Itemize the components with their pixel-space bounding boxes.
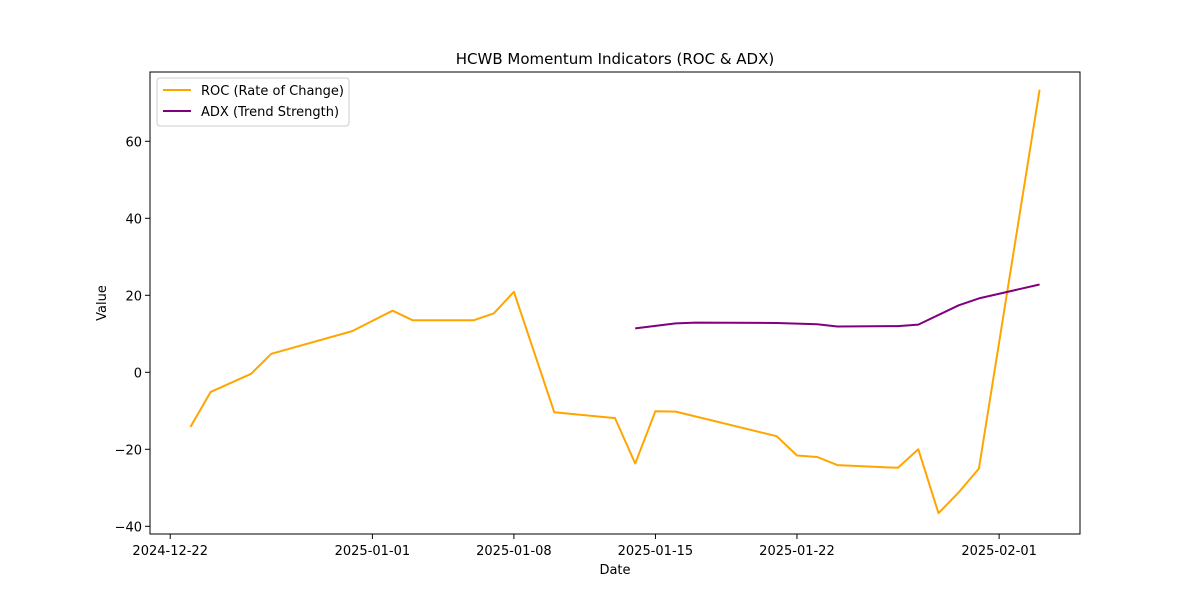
chart-title: HCWB Momentum Indicators (ROC & ADX) <box>456 50 774 68</box>
x-axis-label: Date <box>599 563 630 578</box>
legend-label-roc: ROC (Rate of Change) <box>201 84 344 99</box>
x-tick-label: 2024-12-22 <box>132 544 208 559</box>
legend-box <box>156 77 350 127</box>
y-tick-label: 0 <box>134 366 142 381</box>
plot-frame <box>149 71 1081 535</box>
series-line-adx <box>635 283 1040 330</box>
legend-label-adx: ADX (Trend Strength) <box>201 105 339 120</box>
x-tick-label: 2025-02-01 <box>961 544 1037 559</box>
x-tick-label: 2025-01-08 <box>476 544 552 559</box>
y-tick-label: 40 <box>125 212 142 227</box>
series-line-roc <box>189 89 1041 515</box>
x-tick-label: 2025-01-22 <box>759 544 835 559</box>
y-axis: −40 −20 0 20 40 60 <box>115 135 150 535</box>
x-tick-label: 2025-01-01 <box>335 544 411 559</box>
x-axis: 2024-12-22 2025-01-01 2025-01-08 2025-01-15… <box>132 534 1037 559</box>
y-tick-label: −20 <box>115 443 142 458</box>
legend: ROC (Rate of Change) ADX (Trend Strength… <box>156 77 350 127</box>
y-tick-label: 60 <box>125 135 142 150</box>
y-tick-label: 20 <box>125 289 142 304</box>
y-axis-label: Value <box>95 285 110 321</box>
y-tick-label: −40 <box>115 520 142 535</box>
plot-series <box>189 89 1041 515</box>
x-tick-label: 2025-01-15 <box>618 544 694 559</box>
